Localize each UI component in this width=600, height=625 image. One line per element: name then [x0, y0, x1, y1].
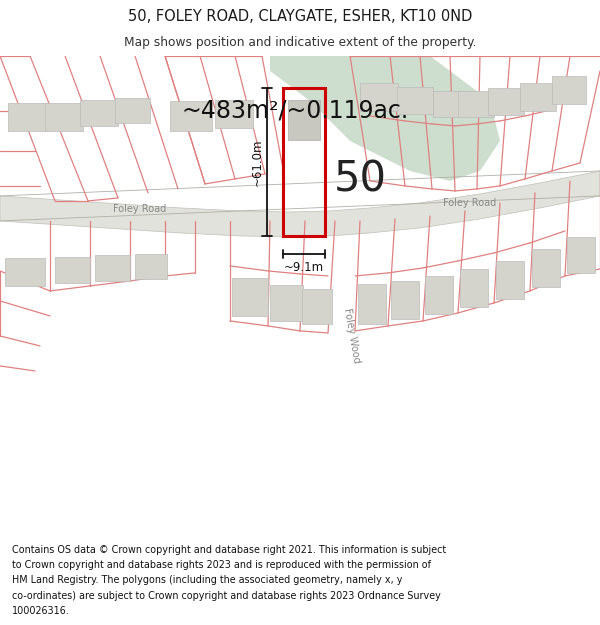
Bar	[270, 285, 303, 321]
Bar	[567, 237, 595, 273]
Text: co-ordinates) are subject to Crown copyright and database rights 2023 Ordnance S: co-ordinates) are subject to Crown copyr…	[12, 591, 441, 601]
Bar	[532, 249, 560, 287]
Text: Foley Road: Foley Road	[113, 204, 167, 214]
Text: 50, FOLEY ROAD, CLAYGATE, ESHER, KT10 0ND: 50, FOLEY ROAD, CLAYGATE, ESHER, KT10 0N…	[128, 9, 472, 24]
Text: Contains OS data © Crown copyright and database right 2021. This information is : Contains OS data © Crown copyright and d…	[12, 545, 446, 555]
Bar	[283, 88, 325, 236]
Bar	[170, 101, 212, 131]
Bar	[55, 257, 90, 283]
Bar	[552, 76, 586, 104]
Bar	[215, 100, 253, 128]
Bar	[397, 87, 433, 114]
Bar	[460, 269, 488, 307]
Text: to Crown copyright and database rights 2023 and is reproduced with the permissio: to Crown copyright and database rights 2…	[12, 560, 431, 570]
Bar	[520, 83, 556, 111]
Bar	[95, 255, 130, 281]
Bar	[433, 91, 469, 117]
Bar	[488, 88, 524, 115]
Bar	[5, 258, 45, 286]
Text: ~61.0m: ~61.0m	[251, 138, 264, 186]
Text: Foley Wood: Foley Wood	[342, 308, 362, 364]
Polygon shape	[270, 56, 500, 181]
Text: ~483m²/~0.119ac.: ~483m²/~0.119ac.	[181, 99, 409, 123]
Bar	[115, 98, 150, 123]
Bar	[391, 281, 419, 319]
Bar	[360, 83, 398, 111]
Text: 100026316.: 100026316.	[12, 606, 70, 616]
Bar	[8, 103, 48, 131]
Text: HM Land Registry. The polygons (including the associated geometry, namely x, y: HM Land Registry. The polygons (includin…	[12, 576, 403, 586]
Bar	[45, 103, 83, 131]
Text: 50: 50	[334, 159, 386, 201]
Text: Foley Road: Foley Road	[443, 198, 497, 208]
Polygon shape	[0, 171, 600, 237]
Bar	[135, 254, 167, 279]
Text: Map shows position and indicative extent of the property.: Map shows position and indicative extent…	[124, 36, 476, 49]
Bar	[496, 261, 524, 299]
Bar	[80, 100, 118, 126]
Bar	[458, 91, 494, 117]
Bar	[425, 276, 453, 314]
Bar	[358, 284, 386, 324]
Bar	[232, 278, 268, 316]
Bar	[288, 100, 320, 140]
Text: ~9.1m: ~9.1m	[284, 261, 324, 274]
Bar	[302, 289, 332, 324]
